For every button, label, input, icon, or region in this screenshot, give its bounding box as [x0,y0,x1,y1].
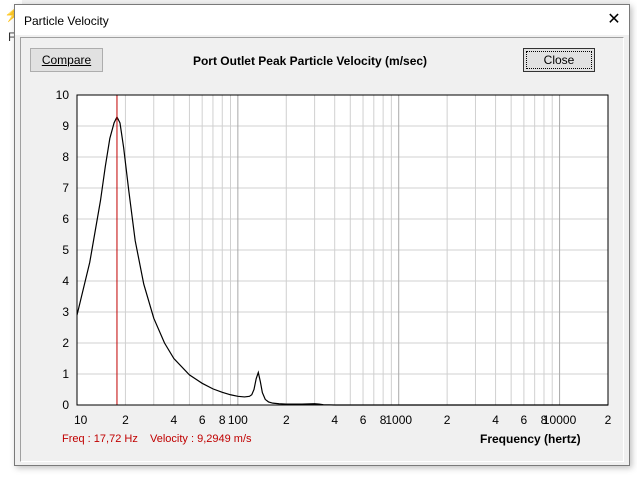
x-tick-label: 2 [605,413,612,427]
window-close-icon[interactable]: ✕ [607,11,621,28]
y-tick-label: 5 [62,243,69,257]
y-tick-label: 10 [56,88,70,102]
y-tick-label: 0 [62,398,69,412]
x-tick-label: 6 [521,413,528,427]
x-tick-label: 10000 [543,413,577,427]
background-app-bottom [0,466,637,480]
y-tick-label: 3 [62,305,69,319]
frequency-readout: Freq : 17,72 Hz [62,433,138,445]
x-tick-label: 4 [171,413,178,427]
x-tick-label: 2 [283,413,290,427]
y-tick-label: 7 [62,181,69,195]
x-tick-label: 8 [541,413,548,427]
window-title: Particle Velocity [24,14,109,28]
x-tick-label: 100 [228,413,248,427]
x-axis-label: Frequency (hertz) [480,432,581,446]
x-tick-label: 8 [380,413,387,427]
x-tick-label: 6 [199,413,206,427]
velocity-readout: Velocity : 9,2949 m/s [150,433,252,445]
background-app-right [630,0,637,480]
x-tick-label: 6 [360,413,367,427]
compare-button-label: Compare [41,53,92,67]
y-tick-labels: 0 1 2 3 4 5 6 7 8 9 10 [56,88,70,412]
x-tick-label: 2 [444,413,451,427]
focus-rectangle [526,51,592,69]
x-tick-label: 4 [492,413,499,427]
y-tick-label: 9 [62,119,69,133]
chart-title: Port Outlet Peak Particle Velocity (m/se… [192,54,428,68]
x-tick-label: 1000 [385,413,412,427]
chart-grid [77,95,608,405]
y-tick-label: 8 [62,150,69,164]
close-button[interactable]: Close [523,48,595,72]
x-tick-label: 4 [331,413,338,427]
close-button-label: Close [543,53,575,67]
y-tick-label: 4 [62,274,69,288]
y-tick-label: 6 [62,212,69,226]
velocity-curve [76,115,608,406]
y-tick-label: 1 [62,367,69,381]
x-tick-label: 10 [74,413,88,427]
plot-border [76,94,609,406]
title-bar[interactable]: Particle Velocity ✕ [15,5,629,35]
x-tick-label: 2 [122,413,129,427]
y-tick-label: 2 [62,336,69,350]
compare-button[interactable]: Compare [30,48,103,72]
x-tick-label: 8 [219,413,226,427]
